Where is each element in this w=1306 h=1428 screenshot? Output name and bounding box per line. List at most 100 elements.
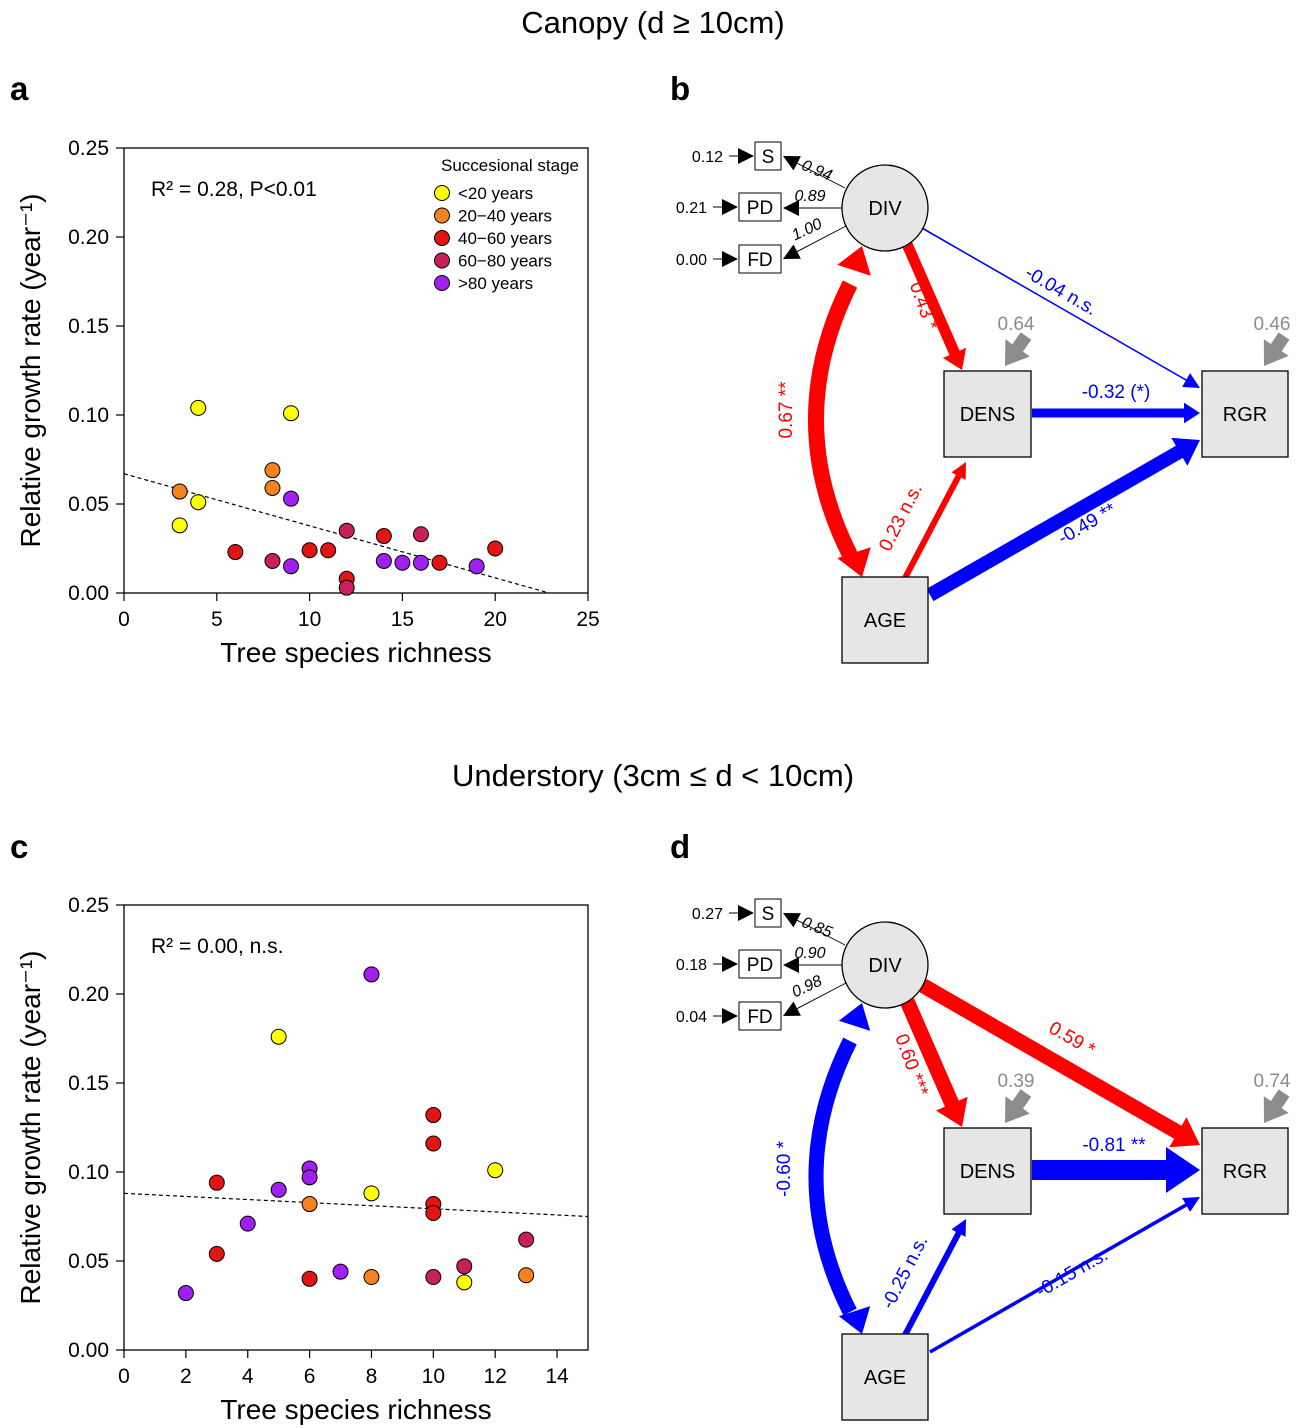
error-value-pd: 0.18 [676,957,707,974]
data-point [270,1181,287,1198]
loading-arrow-fd [783,225,847,259]
y-tick-label: 0.05 [68,493,109,516]
error-value-pd: 0.21 [676,200,707,217]
node-dens-label: DENS [960,1161,1016,1183]
sem-diagram-b: 0.64 0.46 DENS RGR AGE DIV S 0.94 0.12 PD 0.89 0.21… [676,141,1290,664]
data-point [412,526,429,543]
data-point [227,544,244,561]
x-tick-label: 12 [484,1365,507,1388]
data-point [301,542,318,559]
node-age-label: AGE [864,610,906,632]
y-tick-label: 0.05 [68,1250,109,1273]
loading-pd: 0.90 [794,945,825,962]
scatter-plot-a: 0 5 10 15 20 25 0.00 0.05 0.10 0.15 0.20 0.25 Tree s… [15,137,600,668]
trend-line [123,1192,589,1218]
data-point [338,579,355,596]
indicator-pd-label: PD [747,198,773,219]
y-tick-label: 0.20 [68,226,109,249]
x-axis-label: Tree species richness [220,1394,491,1425]
data-point [425,1269,442,1286]
fit-annotation: R² = 0.28, P<0.01 [151,178,317,201]
data-point [468,558,485,575]
data-point [177,1285,194,1302]
path-dens-rgr-arrow [1032,1147,1200,1193]
data-point [456,1258,473,1275]
x-tick-label: 2 [180,1365,192,1388]
understory-section-title: Understory (3cm ≤ d < 10cm) [451,758,855,793]
panel-letter-b: b [670,70,691,107]
error-arrow-pd [713,956,738,972]
data-point [338,522,355,539]
data-point [332,1263,349,1280]
data-point [412,554,429,571]
data-point [264,552,281,569]
label-dens-rgr: -0.81 ** [1082,1135,1146,1156]
data-point [363,1269,380,1286]
y-axis-label: Relative growth rate (year⁻¹) [15,193,46,547]
path-div-rgr-arrow [921,227,1200,388]
plot-frame [123,147,589,594]
data-point [425,1107,442,1124]
path-age-div-head-bottom [838,1306,871,1334]
x-tick-label: 0 [118,608,130,631]
x-tick-label: 4 [242,1365,254,1388]
y-tick-label: 0.15 [68,1072,109,1095]
loading-arrow-fd [783,982,847,1016]
loading-s: 0.85 [799,914,834,941]
y-tick-label: 0.10 [68,404,109,427]
legend-item-label: >80 years [458,274,533,293]
indicator-s-box [754,898,782,928]
legend-item-label: <20 years [458,184,533,203]
error-value-fd: 0.00 [676,252,707,269]
x-tick-label: 5 [211,608,223,631]
data-point [171,483,188,500]
fit-annotation: R² = 0.00, n.s. [151,935,283,958]
indicator-fd-label: FD [747,250,772,271]
error-arrow-s [729,905,754,921]
data-point [487,1162,504,1179]
node-dens-label: DENS [960,404,1016,426]
error-value-fd: 0.04 [676,1009,707,1026]
error-arrow-s [729,148,754,164]
legend-swatch [434,252,450,269]
data-point [301,1169,318,1186]
data-point [394,554,411,571]
indicator-fd-box [738,1001,782,1031]
x-tick-label: 20 [484,608,507,631]
r2-dens: 0.39 [998,1071,1035,1092]
panel-letter-d: d [670,828,691,865]
error-arrow-fd [713,1008,738,1024]
indicator-fd-box [738,244,782,274]
loading-arrow-pd [783,200,842,216]
label-age-div: 0.67 ** [776,381,797,439]
y-tick-label: 0.25 [68,137,109,160]
y-tick-label: 0.00 [68,582,109,605]
indicator-s-box [754,141,782,171]
path-dens-rgr-arrow [1032,402,1200,424]
canopy-section-title: Canopy (d ≥ 10cm) [521,5,785,40]
x-tick-label: 10 [422,1365,445,1388]
legend-item-label: 60−80 years [458,252,552,271]
data-point [208,1174,225,1191]
data-point [363,966,380,983]
legend-swatch [434,207,450,224]
path-age-dens-arrow [902,1219,966,1337]
data-point [270,1028,287,1045]
data-point [264,479,281,496]
path-age-rgr-arrow [929,1197,1200,1354]
x-tick-label: 10 [298,608,321,631]
node-rgr-label: RGR [1223,1161,1267,1183]
panel-letter-c: c [10,828,29,865]
data-point [301,1270,318,1287]
path-age-div-curve [808,1037,857,1316]
residual-arrow-rgr [1263,332,1290,366]
sem-diagram-d: 0.39 0.74 DENS RGR AGE DIV S 0.85 0.27 PD 0.90 0.18… [676,898,1291,1421]
indicator-pd-box [738,192,782,222]
x-tick-label: 6 [304,1365,316,1388]
node-dens-box [943,1127,1032,1215]
data-point [171,517,188,534]
node-age-box [841,1333,929,1421]
data-point [375,552,392,569]
path-age-rgr-arrow [926,437,1200,602]
